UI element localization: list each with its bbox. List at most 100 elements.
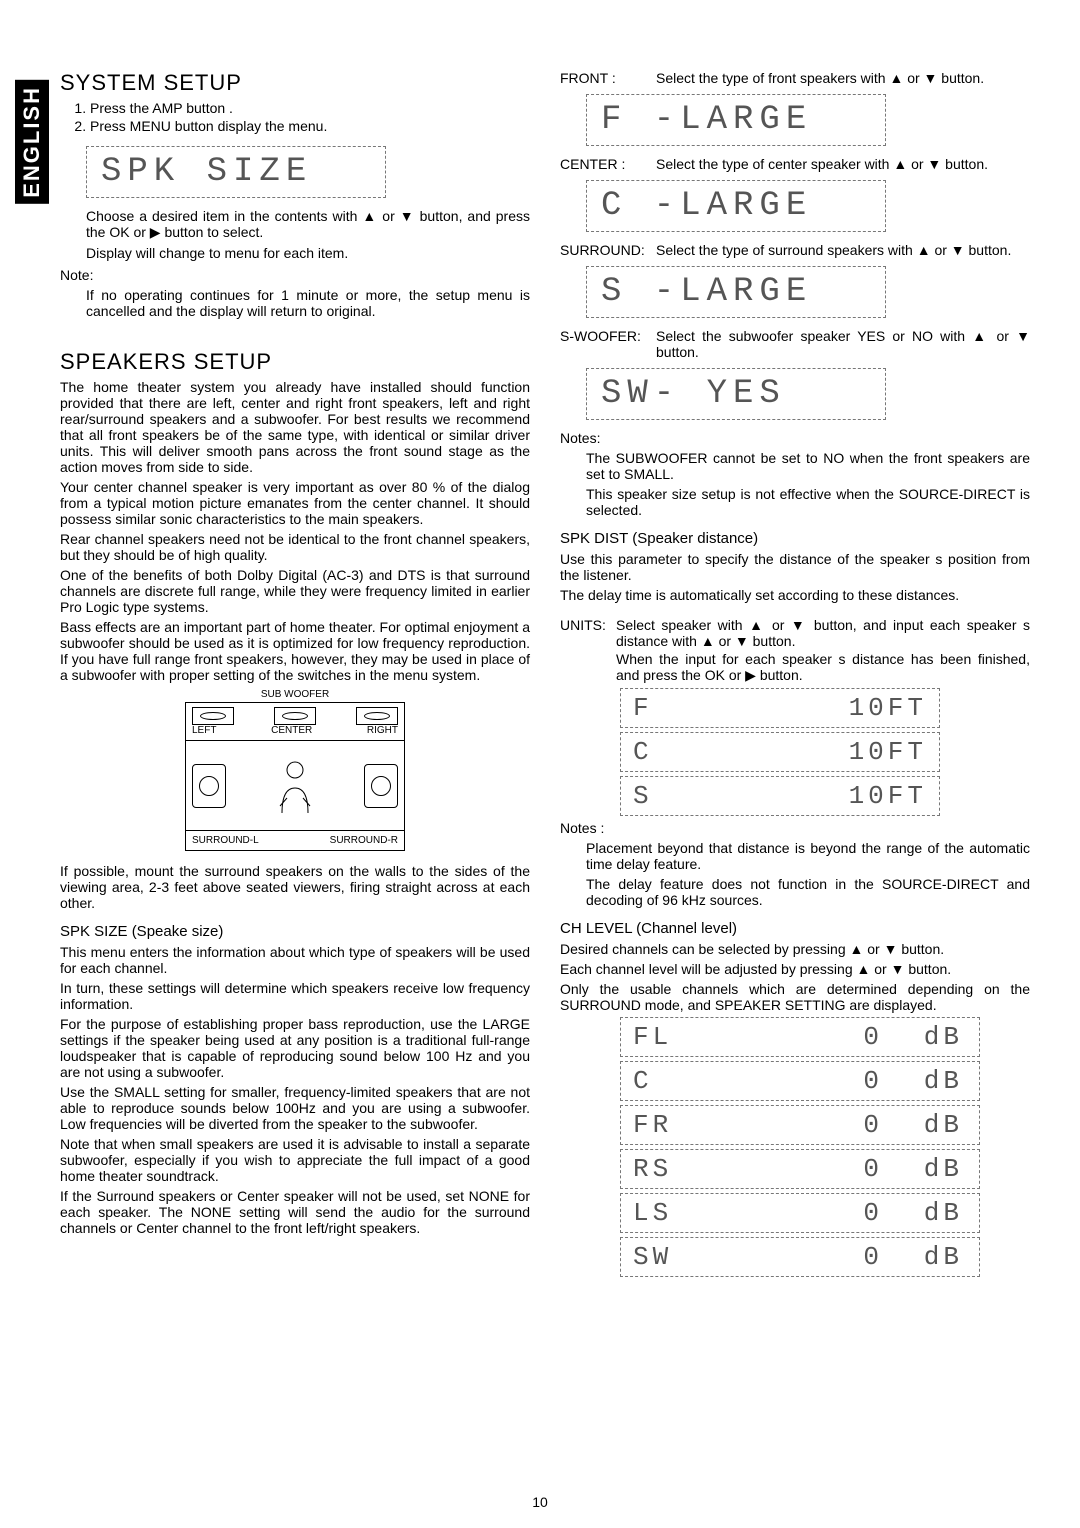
level-value: 0: [753, 1022, 883, 1052]
note: Placement beyond that distance is beyond…: [586, 840, 1030, 872]
level-unit: dB: [883, 1154, 963, 1184]
dist-c-value: 10FT: [849, 737, 927, 767]
lcd-level-row: SW0dB: [620, 1237, 980, 1277]
dist-s-label: S: [633, 781, 653, 811]
level-value: 0: [753, 1110, 883, 1140]
level-channel: C: [633, 1066, 753, 1096]
surround-label: SURROUND:: [560, 242, 656, 258]
para: If possible, mount the surround speakers…: [60, 863, 530, 911]
lcd-dist-c: C 10FT: [620, 732, 940, 772]
language-tab: ENGLISH: [15, 80, 49, 204]
para: This menu enters the information about w…: [60, 944, 530, 976]
surround-r-icon: [364, 764, 398, 808]
units-label: UNITS:: [560, 617, 616, 649]
dist-s-value: 10FT: [849, 781, 927, 811]
level-unit: dB: [883, 1242, 963, 1272]
level-value: 0: [753, 1242, 883, 1272]
left-speaker-icon: [192, 707, 234, 725]
lcd-center: C -LARGE: [586, 180, 886, 232]
subhead-ch-level: CH LEVEL (Channel level): [560, 920, 1030, 937]
para: The home theater system you already have…: [60, 379, 530, 475]
heading-speakers-setup: SPEAKERS SETUP: [60, 349, 530, 375]
level-channel: FR: [633, 1110, 753, 1140]
para: Use this parameter to specify the distan…: [560, 551, 1030, 583]
lcd-dist-s: S 10FT: [620, 776, 940, 816]
level-value: 0: [753, 1154, 883, 1184]
heading-system-setup: SYSTEM SETUP: [60, 70, 530, 96]
units-text-2: When the input for each speaker s distan…: [616, 651, 1030, 684]
lcd-level-row: FR0dB: [620, 1105, 980, 1145]
para: Only the usable channels which are deter…: [560, 981, 1030, 1013]
center-text: Select the type of center speaker with ▲…: [656, 156, 1030, 172]
page-content: SYSTEM SETUP Press the AMP button . Pres…: [0, 0, 1080, 1311]
diagram-subwoofer-label: SUB WOOFER: [185, 689, 405, 700]
lcd-level-row: FL0dB: [620, 1017, 980, 1057]
level-channel: RS: [633, 1154, 753, 1184]
lcd-level-row: C0dB: [620, 1061, 980, 1101]
page-number: 10: [532, 1494, 548, 1510]
notes-label: Notes:: [560, 430, 1030, 446]
dist-c-label: C: [633, 737, 653, 767]
front-label: FRONT :: [560, 70, 656, 86]
diagram-right-label: RIGHT: [367, 725, 398, 736]
level-channel: FL: [633, 1022, 753, 1052]
note: The SUBWOOFER cannot be set to NO when t…: [586, 450, 1030, 482]
para: Bass effects are an important part of ho…: [60, 619, 530, 683]
center-label: CENTER :: [560, 156, 656, 172]
para: Display will change to menu for each ite…: [86, 245, 530, 261]
surround-text: Select the type of surround speakers wit…: [656, 242, 1030, 258]
lcd-swoofer: SW- YES: [586, 368, 886, 420]
level-channel: LS: [633, 1198, 753, 1228]
lcd-front: F -LARGE: [586, 94, 886, 146]
surround-l-icon: [192, 764, 226, 808]
para: The delay time is automatically set acco…: [560, 587, 1030, 603]
level-unit: dB: [883, 1198, 963, 1228]
para: In turn, these settings will determine w…: [60, 980, 530, 1012]
front-text: Select the type of front speakers with ▲…: [656, 70, 1030, 86]
listener-icon: [270, 756, 320, 816]
lcd-dist-f: F 10FT: [620, 688, 940, 728]
dist-f-label: F: [633, 693, 653, 723]
para: Note that when small speakers are used i…: [60, 1136, 530, 1184]
level-value: 0: [753, 1198, 883, 1228]
para: For the purpose of establishing proper b…: [60, 1016, 530, 1080]
para: If the Surround speakers or Center speak…: [60, 1188, 530, 1236]
right-speaker-icon: [356, 707, 398, 725]
speaker-layout-diagram: SUB WOOFER LEFT CENTER RIGHT: [185, 689, 405, 851]
para: Rear channel speakers need not be identi…: [60, 531, 530, 563]
step-1: Press the AMP button .: [90, 100, 530, 116]
units-text: Select speaker with ▲ or ▼ button, and i…: [616, 617, 1030, 649]
para: Each channel level will be adjusted by p…: [560, 961, 1030, 977]
diagram-left-label: LEFT: [192, 725, 216, 736]
subhead-spk-dist: SPK DIST (Speaker distance): [560, 530, 1030, 547]
lcd-surround: S -LARGE: [586, 266, 886, 318]
subhead-spk-size: SPK SIZE (Speake size): [60, 923, 530, 940]
note-label: Note:: [60, 267, 530, 283]
para: Your center channel speaker is very impo…: [60, 479, 530, 527]
dist-f-value: 10FT: [849, 693, 927, 723]
para: Choose a desired item in the contents wi…: [86, 208, 530, 241]
level-value: 0: [753, 1066, 883, 1096]
para: One of the benefits of both Dolby Digita…: [60, 567, 530, 615]
lcd-spk-size: SPK SIZE: [86, 146, 386, 198]
left-column: SYSTEM SETUP Press the AMP button . Pres…: [60, 70, 530, 1281]
para: If no operating continues for 1 minute o…: [86, 287, 530, 319]
note: The delay feature does not function in t…: [586, 876, 1030, 908]
level-unit: dB: [883, 1110, 963, 1140]
level-unit: dB: [883, 1066, 963, 1096]
note: This speaker size setup is not effective…: [586, 486, 1030, 518]
level-unit: dB: [883, 1022, 963, 1052]
para: Desired channels can be selected by pres…: [560, 941, 1030, 957]
swoofer-text: Select the subwoofer speaker YES or NO w…: [656, 328, 1030, 360]
level-channel: SW: [633, 1242, 753, 1272]
para: Use the SMALL setting for smaller, frequ…: [60, 1084, 530, 1132]
diagram-sl-label: SURROUND-L: [192, 835, 259, 846]
step-2: Press MENU button display the menu.: [90, 118, 530, 134]
diagram-center-label: CENTER: [271, 725, 312, 736]
right-column: FRONT : Select the type of front speaker…: [560, 70, 1030, 1281]
swoofer-label: S-WOOFER:: [560, 328, 656, 360]
subwoofer-icon: [274, 707, 316, 725]
notes-label: Notes :: [560, 820, 1030, 836]
lcd-level-row: RS0dB: [620, 1149, 980, 1189]
diagram-sr-label: SURROUND-R: [330, 835, 398, 846]
